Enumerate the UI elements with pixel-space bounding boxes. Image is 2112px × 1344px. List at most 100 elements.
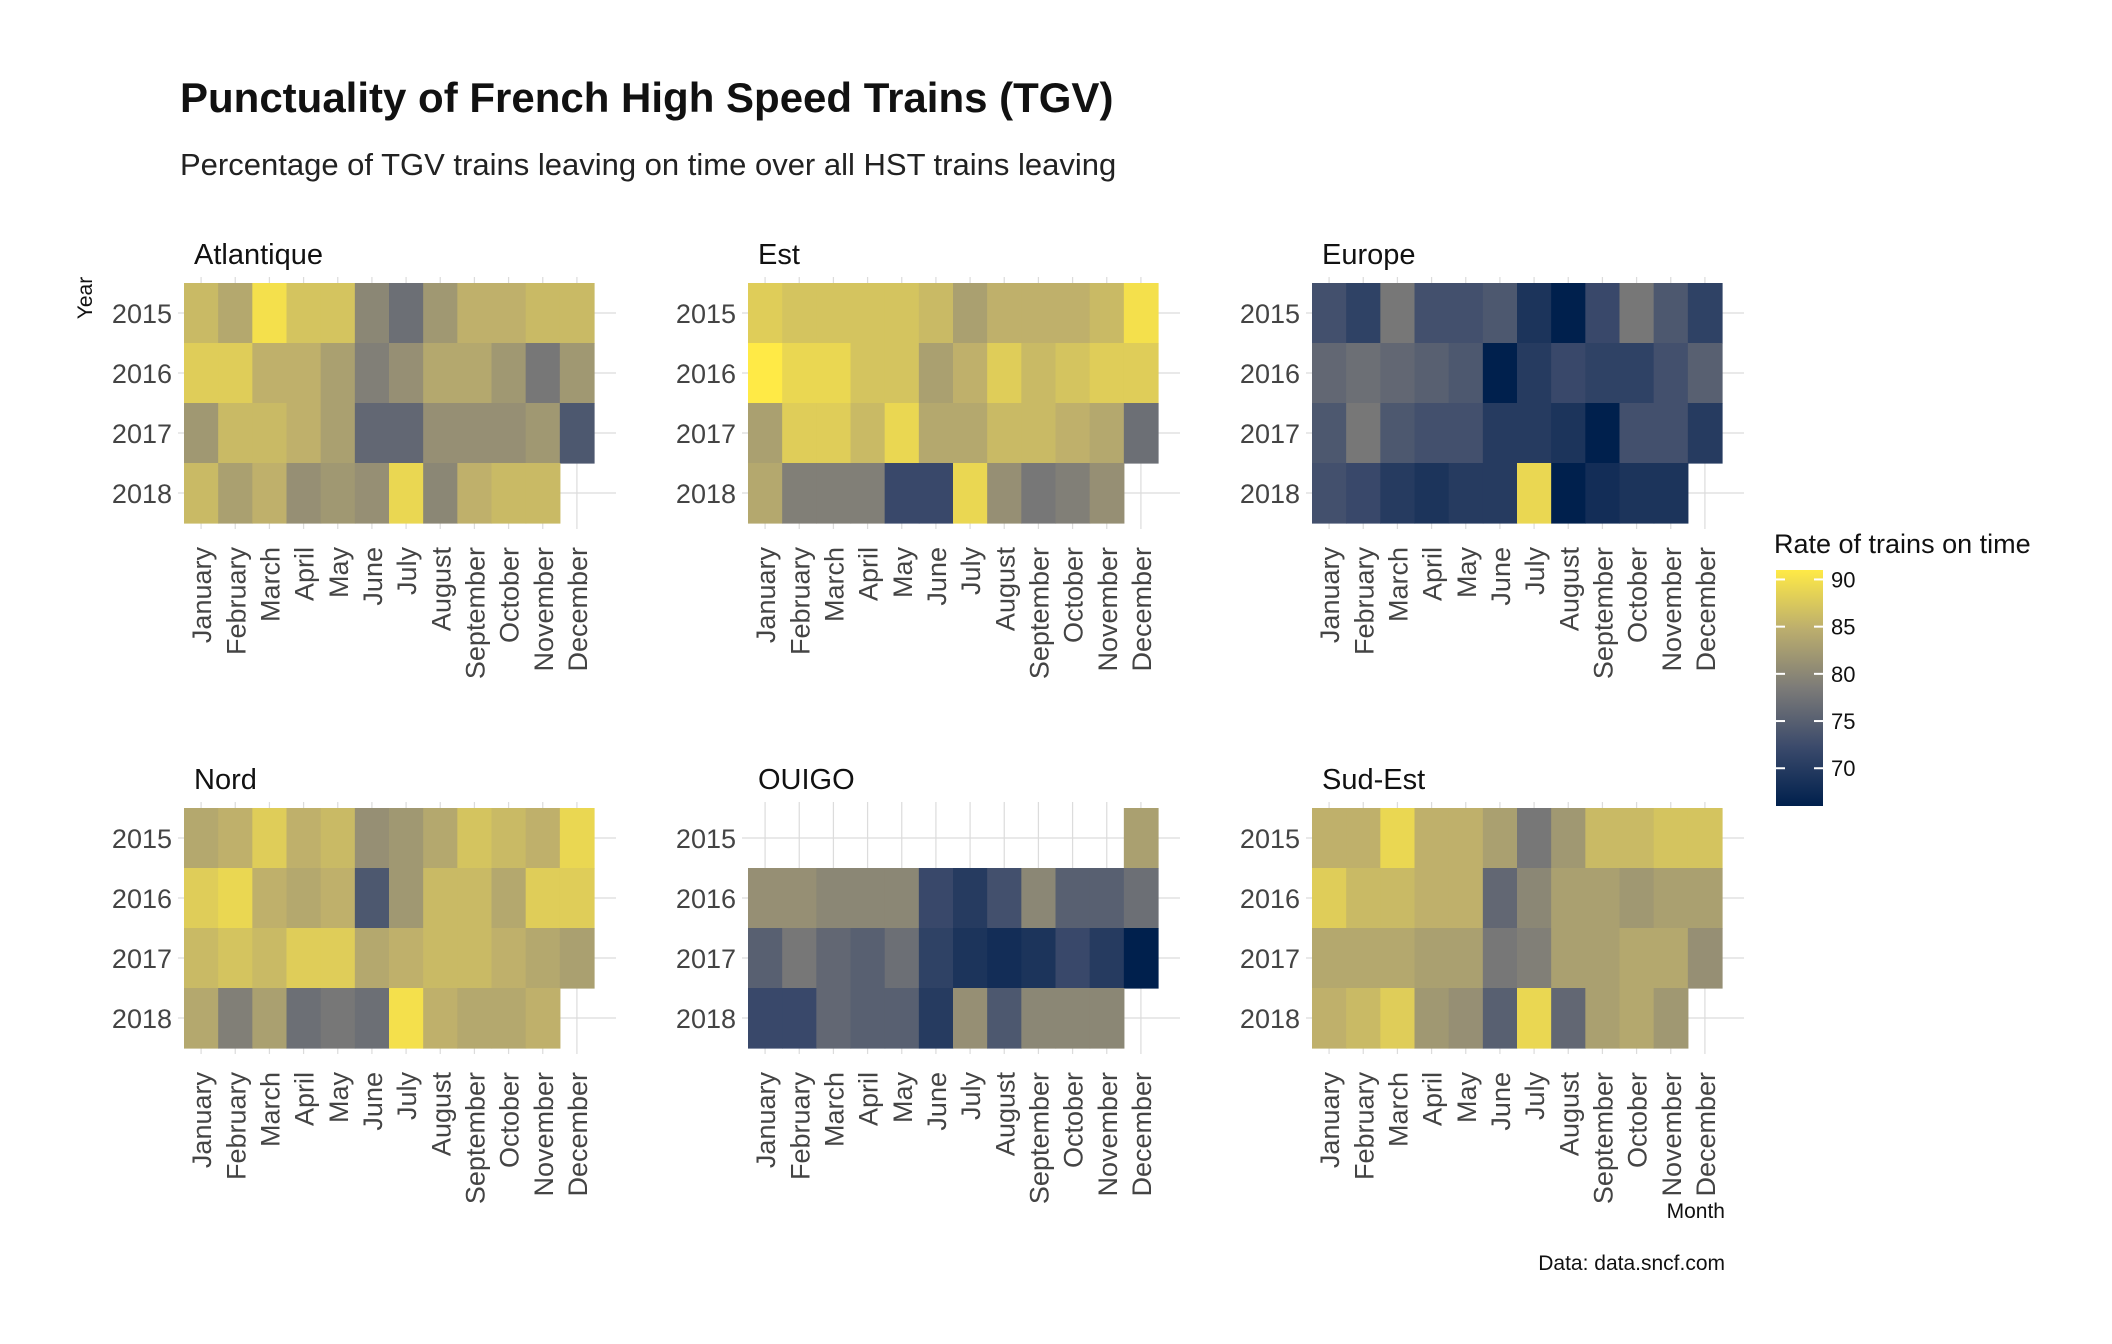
heatmap-tile <box>491 988 527 1049</box>
facet-panel-ouigo: OUIGO 2015 2016 2017 2018 January February Marc… <box>676 764 1180 1204</box>
legend-tick-label: 85 <box>1831 615 1855 640</box>
heatmap-tile <box>1021 463 1057 524</box>
heatmap-tile <box>525 928 561 989</box>
heatmap-tile <box>1380 343 1416 404</box>
heatmap-tile <box>1687 808 1723 869</box>
heatmap-tile <box>1517 808 1552 869</box>
x-tick-label: January <box>187 547 217 644</box>
heatmap-tile <box>1448 928 1484 989</box>
heatmap-tile <box>1312 808 1347 869</box>
heatmap-tile <box>1414 928 1450 989</box>
x-tick-label: March <box>255 1072 285 1147</box>
heatmap-tile <box>1482 283 1518 344</box>
heatmap-tile <box>1585 403 1621 464</box>
heatmap-tile <box>987 988 1022 1049</box>
x-tick-label: January <box>751 547 781 644</box>
heatmap-tile <box>1380 403 1416 464</box>
heatmap-tile <box>1585 868 1621 929</box>
heatmap-tile <box>816 868 852 929</box>
heatmap-tile <box>1517 463 1552 524</box>
x-tick-label: October <box>1059 547 1089 643</box>
heatmap-tile <box>1482 868 1518 929</box>
x-tick-label: August <box>990 1072 1020 1157</box>
heatmap-tile <box>748 928 783 989</box>
heatmap-tile <box>1089 283 1125 344</box>
heatmap-tile <box>252 808 288 869</box>
heatmap-tile <box>218 463 253 524</box>
heatmap-tile <box>1585 463 1621 524</box>
heatmap-tile <box>1482 988 1518 1049</box>
y-tick-label: 2018 <box>1240 479 1300 509</box>
x-tick-label: April <box>1418 547 1448 601</box>
x-tick-label: September <box>1588 1072 1618 1204</box>
x-tick-label: January <box>751 1072 781 1169</box>
heatmap-tile <box>218 868 253 929</box>
x-tick-label: October <box>495 547 525 643</box>
heatmap-tile <box>559 808 595 869</box>
heatmap-tile <box>1089 928 1125 989</box>
heatmap-tile <box>1687 283 1723 344</box>
x-tick-label: April <box>854 1072 884 1126</box>
heatmap-tile <box>1687 928 1723 989</box>
heatmap-tile <box>457 463 493 524</box>
heatmap-tile <box>987 403 1022 464</box>
heatmap-tile <box>953 868 988 929</box>
heatmap-tile <box>1021 928 1057 989</box>
heatmap-tile <box>184 928 219 989</box>
heatmap-tile <box>389 868 424 929</box>
heatmap-tile <box>1021 343 1057 404</box>
y-axis-title: Year <box>74 277 97 319</box>
heatmap-tile <box>184 463 219 524</box>
heatmap-tile <box>1585 988 1621 1049</box>
heatmap-tile <box>252 463 288 524</box>
facet-label: Nord <box>194 764 257 796</box>
heatmap-tile <box>320 283 356 344</box>
legend-title: Rate of trains on time <box>1774 529 2031 559</box>
heatmap-tile <box>884 988 920 1049</box>
y-tick-label: 2016 <box>112 359 172 389</box>
heatmap-tile <box>1551 988 1586 1049</box>
x-tick-label: October <box>1623 547 1653 643</box>
x-tick-label: December <box>563 1072 593 1197</box>
heatmap-tile <box>184 808 219 869</box>
heatmap-tile <box>354 283 390 344</box>
heatmap-tile <box>884 343 920 404</box>
x-tick-label: January <box>187 1072 217 1169</box>
x-tick-label: June <box>1486 1072 1516 1131</box>
heatmap-tile <box>1517 868 1552 929</box>
heatmap-tile <box>1055 343 1091 404</box>
heatmap-tile <box>1551 808 1586 869</box>
y-tick-label: 2015 <box>1240 299 1300 329</box>
heatmap-tile <box>782 868 817 929</box>
x-tick-label: June <box>358 547 388 606</box>
heatmap-tile <box>1448 403 1484 464</box>
heatmap-tile <box>286 403 322 464</box>
heatmap-tile <box>559 283 595 344</box>
x-tick-label: September <box>1024 547 1054 679</box>
heatmap-tile <box>525 343 561 404</box>
heatmap-tile <box>184 283 219 344</box>
x-tick-label: March <box>1383 1072 1413 1147</box>
heatmap-tile <box>1653 283 1689 344</box>
heatmap-tile <box>953 463 988 524</box>
heatmap-tile <box>1619 928 1655 989</box>
heatmap-tile <box>1551 343 1586 404</box>
heatmap-tile <box>1380 928 1416 989</box>
heatmap-tile <box>1346 343 1381 404</box>
x-tick-label: December <box>1691 1072 1721 1197</box>
heatmap-tile <box>218 343 253 404</box>
heatmap-tile <box>987 868 1022 929</box>
heatmap-tile <box>491 343 527 404</box>
x-tick-label: February <box>1349 1072 1379 1181</box>
x-tick-label: March <box>255 547 285 622</box>
heatmap-tile <box>918 283 954 344</box>
legend-tick-label: 90 <box>1831 567 1855 592</box>
x-tick-label: July <box>1520 547 1550 596</box>
y-tick-label: 2017 <box>1240 944 1300 974</box>
heatmap-tile <box>286 868 322 929</box>
x-tick-label: August <box>990 547 1020 632</box>
x-tick-label: May <box>1452 1072 1482 1124</box>
heatmap-tile <box>218 403 253 464</box>
legend-tick-label: 70 <box>1831 756 1855 781</box>
heatmap-tile <box>320 808 356 869</box>
